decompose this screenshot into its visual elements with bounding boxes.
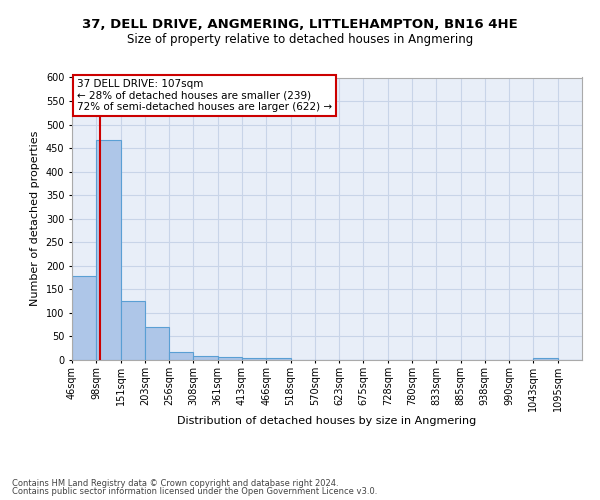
- Text: Size of property relative to detached houses in Angmering: Size of property relative to detached ho…: [127, 32, 473, 46]
- Text: 37, DELL DRIVE, ANGMERING, LITTLEHAMPTON, BN16 4HE: 37, DELL DRIVE, ANGMERING, LITTLEHAMPTON…: [82, 18, 518, 30]
- X-axis label: Distribution of detached houses by size in Angmering: Distribution of detached houses by size …: [178, 416, 476, 426]
- Bar: [533, 358, 558, 360]
- Bar: [218, 356, 242, 360]
- Text: Contains public sector information licensed under the Open Government Licence v3: Contains public sector information licen…: [12, 487, 377, 496]
- Bar: [266, 358, 290, 360]
- Y-axis label: Number of detached properties: Number of detached properties: [30, 131, 40, 306]
- Bar: [96, 140, 121, 360]
- Bar: [242, 358, 266, 360]
- Bar: [193, 356, 218, 360]
- Bar: [145, 327, 169, 360]
- Bar: [72, 276, 96, 360]
- Text: Contains HM Land Registry data © Crown copyright and database right 2024.: Contains HM Land Registry data © Crown c…: [12, 478, 338, 488]
- Bar: [169, 352, 193, 360]
- Bar: [121, 300, 145, 360]
- Text: 37 DELL DRIVE: 107sqm
← 28% of detached houses are smaller (239)
72% of semi-det: 37 DELL DRIVE: 107sqm ← 28% of detached …: [77, 79, 332, 112]
